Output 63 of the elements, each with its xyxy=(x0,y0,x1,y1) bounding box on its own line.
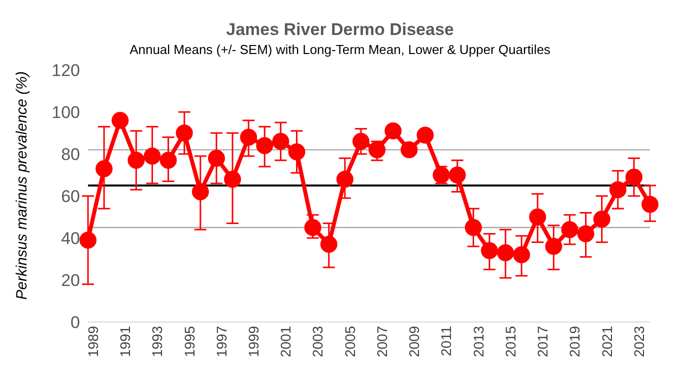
point xyxy=(448,166,466,184)
x-tick-label: 2005 xyxy=(342,326,358,358)
x-tick-label: 1997 xyxy=(213,326,230,358)
point xyxy=(464,219,482,236)
point xyxy=(480,242,498,260)
point xyxy=(240,128,258,146)
point xyxy=(384,122,402,140)
point xyxy=(368,141,386,158)
point xyxy=(272,132,290,150)
x-tick-label: 2007 xyxy=(374,326,390,358)
x-tick-label: 2019 xyxy=(566,326,583,358)
point xyxy=(545,238,562,255)
point xyxy=(496,244,514,262)
point xyxy=(561,221,578,238)
x-tick-label: 1995 xyxy=(181,326,198,358)
x-tick-label: 2001 xyxy=(278,326,294,358)
y-tick-label: 80 xyxy=(61,145,80,164)
y-tick-label: 60 xyxy=(61,187,80,206)
point xyxy=(80,232,96,249)
point xyxy=(176,124,193,142)
x-tick-label: 2013 xyxy=(470,326,486,358)
chart-title: James River Dermo Disease xyxy=(225,20,455,40)
y-tick-label: 20 xyxy=(61,271,80,290)
y-tick-label: 100 xyxy=(52,103,80,122)
x-tick-label: 1991 xyxy=(117,326,134,358)
point xyxy=(128,152,145,169)
x-tick-label: 2017 xyxy=(534,326,551,358)
y-tick-label: 40 xyxy=(61,229,80,248)
y-axis-title: Perkinsus marinus prevalence (%) xyxy=(14,70,31,300)
x-tick-label: 2023 xyxy=(630,326,647,358)
x-tick-label: 2015 xyxy=(502,326,518,358)
x-tick-label: 2011 xyxy=(438,326,454,356)
x-tick-label: 1989 xyxy=(84,326,101,358)
point xyxy=(288,143,306,160)
y-tick-label: 0 xyxy=(70,313,80,332)
x-tick-label: 2009 xyxy=(406,326,422,358)
x-tick-label: 1999 xyxy=(246,326,262,358)
point xyxy=(529,208,546,226)
point xyxy=(513,246,530,264)
x-tick-label: 1993 xyxy=(149,326,166,358)
point xyxy=(304,219,322,236)
point xyxy=(208,150,225,167)
point xyxy=(336,170,354,188)
x-tick-label: 2021 xyxy=(598,326,615,358)
point xyxy=(642,196,658,213)
point xyxy=(96,160,113,178)
chart-subtitle: Annual Means (+/- SEM) with Long-Term Mean, Lower & Upper Quartiles xyxy=(128,42,552,57)
point xyxy=(112,112,129,129)
point xyxy=(400,141,418,158)
y-tick-label: 120 xyxy=(52,61,80,80)
point xyxy=(160,152,177,169)
point xyxy=(352,132,370,150)
point xyxy=(144,148,161,165)
point xyxy=(593,210,610,228)
point xyxy=(609,181,626,198)
point xyxy=(192,183,209,200)
point xyxy=(224,170,242,188)
point xyxy=(416,126,434,144)
x-tick-label: 2003 xyxy=(310,326,326,358)
point xyxy=(256,137,274,154)
point xyxy=(625,168,642,186)
point xyxy=(577,225,594,242)
point xyxy=(320,236,338,253)
